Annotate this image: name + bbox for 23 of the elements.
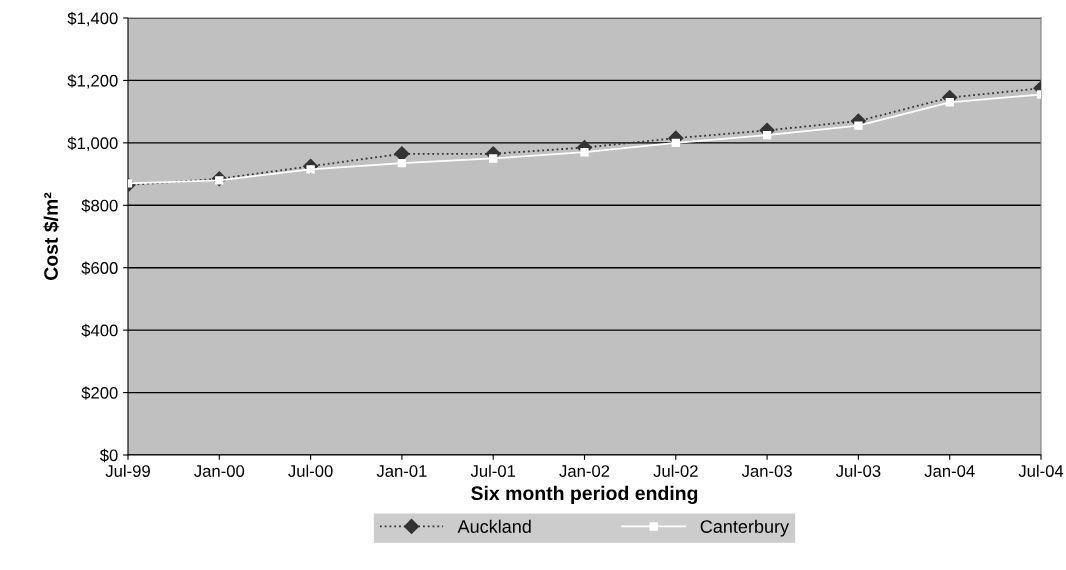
y-axis-title: Cost $/m² xyxy=(43,192,60,280)
x-tick-label: Jan-00 xyxy=(194,465,245,477)
y-tick-label: $1,400 xyxy=(67,11,118,27)
x-tick-label: Jan-02 xyxy=(559,465,610,477)
y-tick-label: $400 xyxy=(81,323,118,338)
y-tick-label: $0 xyxy=(99,448,118,463)
x-tick-label: Jul-04 xyxy=(1018,464,1064,477)
x-tick-label: Jan-01 xyxy=(376,465,427,477)
y-tick-label: $600 xyxy=(81,261,118,275)
x-tick-label: Jul-00 xyxy=(288,464,333,477)
legend-label: Canterbury xyxy=(700,519,790,537)
x-axis-title: Six month period ending xyxy=(471,485,698,505)
x-tick-label: Jul-99 xyxy=(105,464,150,477)
y-tick-label: $1,200 xyxy=(67,74,118,89)
x-tick-label: Jul-02 xyxy=(653,464,698,477)
y-tick-label: $200 xyxy=(81,386,118,400)
x-tick-label: Jul-01 xyxy=(470,464,516,477)
x-tick-label: Jan-04 xyxy=(924,465,975,477)
y-tick-label: $800 xyxy=(81,198,118,213)
y-tick-label: $1,000 xyxy=(67,136,118,152)
x-tick-label: Jan-03 xyxy=(741,465,792,477)
x-tick-label: Jul-03 xyxy=(835,464,881,477)
legend-label: Auckland xyxy=(457,519,531,533)
